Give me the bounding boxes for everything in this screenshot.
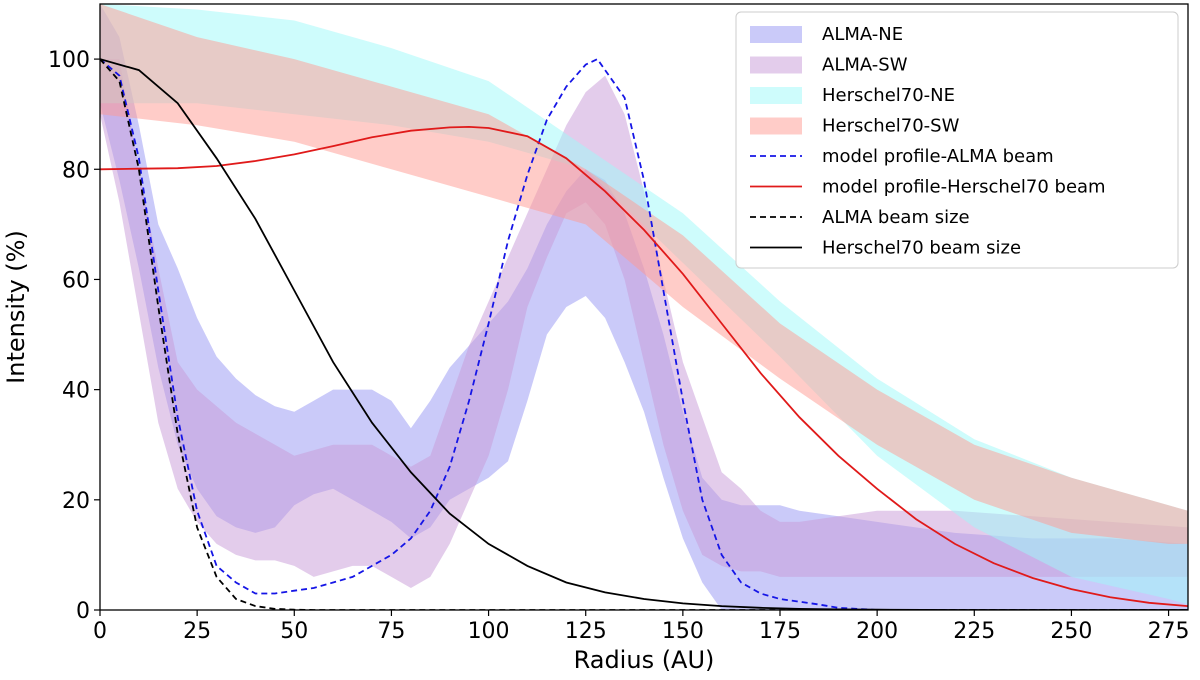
- x-axis: 0 25 50 75 100 125 150 175 200 225 250 275: [93, 610, 1190, 644]
- y-tick-label: 60: [62, 268, 90, 293]
- x-tick-label: 200: [856, 619, 898, 644]
- band-alma-sw: [100, 59, 1188, 589]
- y-tick-label: 40: [62, 379, 90, 404]
- x-tick-label: 250: [1050, 619, 1092, 644]
- y-tick-label: 0: [76, 599, 90, 624]
- line-model-profile-herschel70-beam: [100, 125, 1188, 607]
- bands-layer: [100, 4, 1188, 610]
- legend-box: [735, 11, 1179, 269]
- y-axis: 0 20 40 60 80 100: [48, 48, 100, 624]
- x-tick-label: 0: [93, 619, 107, 644]
- x-tick-label: 75: [377, 619, 405, 644]
- y-tick-label: 20: [62, 489, 90, 514]
- legend-label-model-profile-herschel70-beam: model profile-Herschel70 beam: [822, 177, 1106, 198]
- legend-label-alma-beam-size: ALMA beam size: [822, 207, 970, 228]
- legend-swatch-herschel70-sw: [750, 117, 802, 135]
- x-tick-label: 175: [759, 619, 801, 644]
- y-tick-label: 80: [62, 158, 90, 183]
- y-axis-label: Intensity (%): [2, 230, 30, 384]
- legend: ALMA-NE ALMA-SW Herschel70-NE Herschel70-SW…: [735, 11, 1179, 269]
- legend-swatch-alma-sw: [750, 56, 802, 74]
- x-tick-label: 275: [1148, 619, 1190, 644]
- line-alma-beam-size: [100, 58, 1188, 610]
- plot-frame: [99, 3, 1189, 611]
- x-tick-label: 125: [565, 619, 607, 644]
- line-model-profile-alma-beam: [100, 57, 1188, 610]
- legend-swatch-herschel70-ne: [750, 87, 802, 104]
- legend-label-alma-sw: ALMA-SW: [822, 55, 908, 76]
- legend-label-herschel70-ne: Herschel70-NE: [822, 85, 955, 106]
- x-tick-label: 50: [280, 619, 308, 644]
- y-tick-label: 100: [48, 48, 90, 73]
- legend-label-herschel70-sw: Herschel70-SW: [822, 116, 960, 137]
- x-tick-label: 100: [468, 619, 510, 644]
- legend-label-alma-ne: ALMA-NE: [822, 24, 903, 45]
- legend-swatch-alma-ne: [750, 26, 802, 43]
- x-tick-label: 25: [183, 619, 211, 644]
- x-tick-label: 150: [662, 619, 704, 644]
- x-tick-label: 225: [953, 619, 995, 644]
- x-axis-label: Radius (AU): [574, 646, 715, 674]
- legend-label-model-profile-alma-beam: model profile-ALMA beam: [822, 146, 1054, 167]
- legend-label-herschel70-beam-size: Herschel70 beam size: [822, 238, 1021, 259]
- band-herschel70-sw: [100, 4, 1188, 544]
